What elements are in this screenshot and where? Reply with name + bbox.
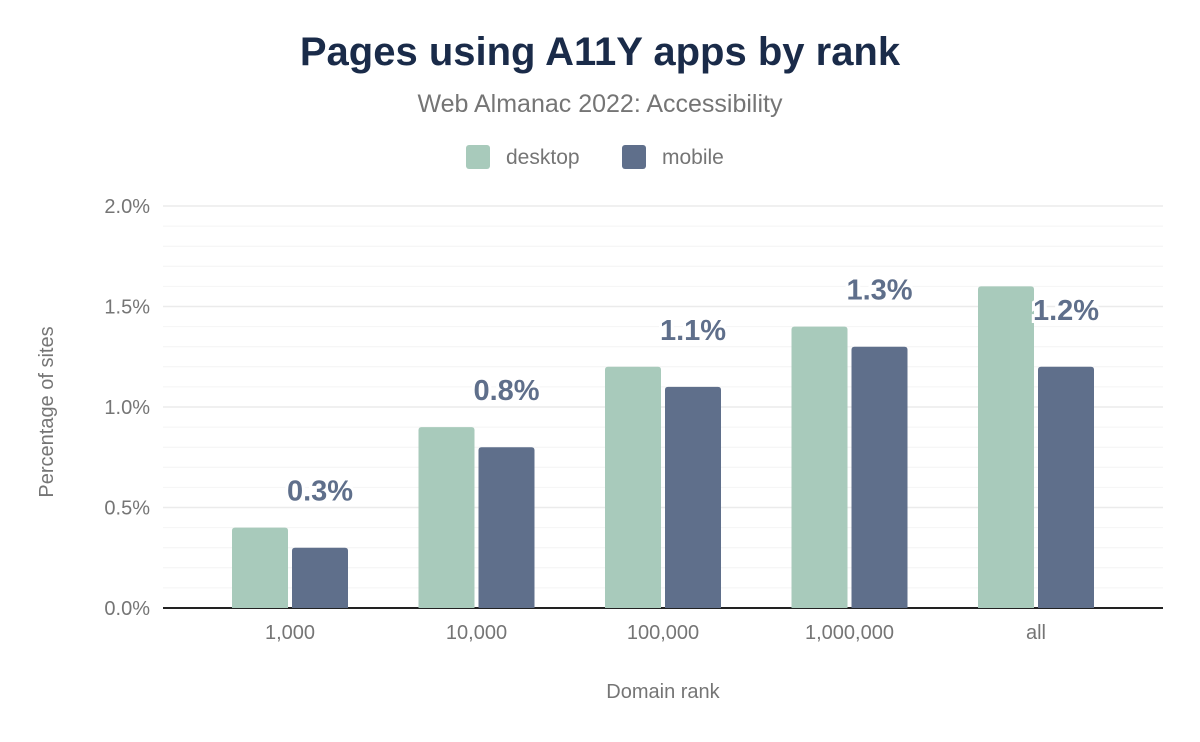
data-label: 0.3% — [287, 476, 353, 508]
bar-mobile — [665, 386, 721, 608]
x-tick-label: 1,000,000 — [805, 622, 894, 644]
y-axis-title: Percentage of sites — [36, 326, 58, 497]
y-tick-label: 1.0% — [104, 397, 150, 419]
legend-swatch-desktop — [466, 145, 490, 169]
data-label: 1.3% — [846, 275, 912, 307]
y-tick-label: 0.5% — [104, 498, 150, 520]
x-tick-label: 1,000 — [265, 622, 315, 644]
y-tick-label: 1.5% — [104, 297, 150, 319]
y-tick-label: 2.0% — [104, 196, 150, 218]
chart-subtitle: Web Almanac 2022: Accessibility — [417, 90, 783, 118]
x-tick-label: all — [1026, 622, 1046, 644]
bar-mobile — [851, 346, 908, 608]
bar-mobile — [478, 447, 535, 608]
bar-desktop — [605, 366, 661, 608]
bar-desktop — [232, 527, 288, 608]
bar-mobile — [1038, 366, 1094, 608]
x-tick-label: 100,000 — [627, 622, 699, 644]
legend-label-desktop: desktop — [506, 146, 580, 169]
x-tick-label: 10,000 — [446, 622, 507, 644]
data-label: 1.2% — [1033, 295, 1099, 327]
data-label: 0.8% — [473, 375, 539, 407]
chart-title: Pages using A11Y apps by rank — [299, 30, 901, 74]
x-axis-title: Domain rank — [606, 681, 720, 703]
legend-label-mobile: mobile — [662, 146, 724, 169]
legend-swatch-mobile — [622, 145, 646, 169]
bar-mobile — [292, 547, 348, 608]
bar-desktop — [978, 286, 1034, 608]
bar-desktop — [418, 427, 475, 608]
y-tick-label: 0.0% — [104, 598, 150, 620]
data-label: 1.1% — [660, 315, 726, 347]
bar-desktop — [791, 326, 848, 608]
